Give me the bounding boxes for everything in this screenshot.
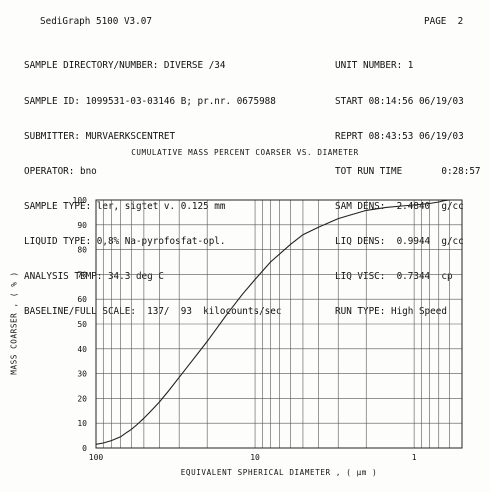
y-tick-label: 30 bbox=[77, 370, 87, 379]
sample-info-left: SAMPLE DIRECTORY/NUMBER: DIVERSE /34 SAM… bbox=[24, 37, 281, 330]
y-tick-label: 80 bbox=[77, 246, 87, 255]
info-right-line: TOT RUN TIME 0:28:57 bbox=[335, 165, 481, 177]
x-tick-labels: 100 10 1 bbox=[89, 453, 417, 462]
x-axis-label: EQUIVALENT SPHERICAL DIAMETER , ( μm ) bbox=[180, 468, 378, 477]
info-left-line: ANALYSIS TEMP: 34.3 deg C bbox=[24, 271, 164, 283]
info-left-line: BASELINE/FULL SCALE: 137/ 93 kilocounts/… bbox=[24, 306, 282, 318]
info-right-line: RUN TYPE: High Speed bbox=[335, 306, 447, 318]
info-right-line: REPRT 08:43:53 06/19/03 bbox=[335, 130, 464, 142]
info-right-line: LIQ VISC: 0.7344 cp bbox=[335, 271, 453, 283]
info-left-line: OPERATOR: bno bbox=[24, 165, 97, 177]
y-tick-labels: 0 10 20 30 40 50 60 70 80 90 100 bbox=[73, 196, 88, 453]
info-right-line: UNIT NUMBER: 1 bbox=[335, 60, 414, 72]
app-title: SediGraph 5100 V3.07 bbox=[40, 16, 152, 27]
run-info-right: UNIT NUMBER: 1 START 08:14:56 06/19/03 R… bbox=[335, 37, 481, 330]
info-right-line: START 08:14:56 06/19/03 bbox=[335, 95, 464, 107]
page-label: PAGE bbox=[424, 16, 447, 27]
x-tick-label: 10 bbox=[250, 453, 260, 462]
y-tick-label: 100 bbox=[73, 196, 88, 205]
y-tick-label: 20 bbox=[77, 394, 87, 403]
y-tick-label: 70 bbox=[77, 270, 87, 279]
info-left-line: LIQUID TYPE: 0,8% Na-pyrofosfat-opl. bbox=[24, 235, 226, 247]
info-left-line: SUBMITTER: MURVAERKSCENTRET bbox=[24, 130, 176, 142]
info-right-line: LIQ DENS: 0.9944 g/cc bbox=[335, 235, 464, 247]
y-tick-label: 90 bbox=[77, 221, 87, 230]
info-left-line: SAMPLE ID: 1099531-03-03146 B; pr.nr. 06… bbox=[24, 95, 276, 107]
info-left-line: SAMPLE TYPE: ler, sigtet v. 0.125 mm bbox=[24, 200, 226, 212]
x-tick-label: 1 bbox=[412, 453, 417, 462]
chart-grid bbox=[96, 200, 462, 448]
info-right-line: SAM DENS: 2.4840 g/cc bbox=[335, 200, 464, 212]
plot-frame bbox=[95, 199, 463, 449]
page-indicator: PAGE 2 bbox=[424, 16, 463, 27]
y-tick-label: 60 bbox=[77, 295, 87, 304]
y-tick-label: 10 bbox=[77, 419, 87, 428]
page-number: 2 bbox=[457, 16, 464, 27]
y-tick-label: 40 bbox=[77, 345, 87, 354]
series-line bbox=[95, 199, 450, 445]
chart-title: CUMULATIVE MASS PERCENT COARSER VS. DIAM… bbox=[131, 148, 359, 157]
info-left-line: SAMPLE DIRECTORY/NUMBER: DIVERSE /34 bbox=[24, 60, 226, 72]
x-tick-label: 100 bbox=[89, 453, 104, 462]
y-tick-label: 50 bbox=[77, 320, 87, 329]
y-tick-label: 0 bbox=[82, 444, 87, 453]
